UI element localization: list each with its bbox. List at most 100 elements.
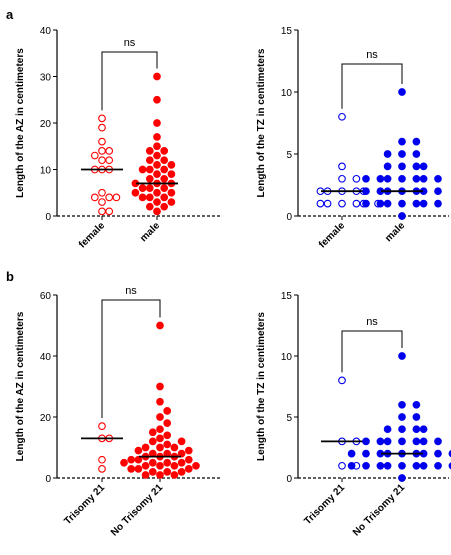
data-point	[412, 174, 421, 183]
data-point	[398, 162, 406, 171]
panel-b-right: 0 5 10 15 Length of the TZ in centimeters Tri…	[256, 291, 451, 538]
data-point	[177, 468, 186, 476]
significance-label: ns	[366, 49, 378, 61]
data-point	[145, 147, 154, 155]
data-point	[398, 199, 406, 208]
data-point	[160, 147, 169, 155]
data-point	[419, 461, 428, 470]
data-point	[170, 471, 179, 479]
x-tick-label: female	[77, 220, 107, 250]
x-tick-label: Trisomy 21	[62, 482, 107, 527]
data-point	[160, 165, 169, 174]
data-point	[177, 458, 186, 467]
y-tick-label: 5	[286, 413, 292, 424]
data-point	[156, 434, 164, 443]
data-point	[383, 150, 392, 158]
data-point	[98, 137, 106, 146]
data-point	[167, 170, 176, 178]
data-point	[153, 207, 161, 216]
data-point	[145, 156, 154, 165]
x-tick-label: male	[383, 220, 407, 244]
data-point	[383, 162, 392, 171]
y-tick-label: 0	[286, 212, 292, 223]
panel-b-left: b 0 20 40 60 Length of the AZ in centimeters T…	[6, 269, 222, 538]
data-point	[98, 147, 106, 155]
data-point	[163, 458, 172, 467]
data-point	[160, 202, 169, 211]
significance-label: ns	[124, 37, 136, 49]
data-point	[167, 188, 176, 197]
data-point	[376, 461, 385, 470]
y-tick-label: 10	[281, 88, 293, 99]
data-point	[323, 199, 332, 208]
significance-bracket	[341, 63, 403, 109]
data-point	[398, 88, 406, 96]
data-point	[148, 458, 157, 467]
y-tick-label: 0	[45, 212, 51, 223]
data-point	[412, 461, 421, 470]
data-point	[412, 137, 421, 146]
x-tick-label: female	[317, 220, 347, 250]
y-axis-label: Length of the TZ in centimeters	[256, 312, 267, 461]
data-point	[105, 207, 114, 216]
data-point	[398, 150, 406, 158]
data-point	[105, 193, 114, 202]
panel-label: b	[6, 269, 14, 284]
data-point	[98, 465, 106, 473]
data-point	[138, 184, 147, 192]
data-point	[347, 461, 356, 470]
data-point	[160, 156, 169, 165]
data-point	[398, 461, 406, 470]
data-point	[153, 188, 161, 197]
data-point	[156, 471, 164, 479]
data-point	[412, 413, 421, 421]
y-axis-label: Length of the TZ in centimeters	[256, 48, 267, 197]
data-point	[134, 446, 143, 455]
x-tick-label: male	[138, 220, 162, 244]
data-point	[153, 95, 161, 104]
y-tick-label: 0	[286, 474, 292, 485]
y-axis-label: Length of the AZ in centimeters	[15, 311, 26, 461]
data-point	[338, 199, 346, 208]
y-tick-label: 20	[40, 119, 52, 130]
data-point	[362, 174, 370, 183]
data-point	[412, 162, 421, 171]
y-tick-label: 10	[281, 352, 293, 363]
data-point	[90, 193, 99, 202]
data-point	[153, 133, 161, 141]
panel-a-left: a 0 10 20 30 40 Length of the AZ in centimeter…	[6, 7, 222, 251]
data-point	[398, 352, 406, 360]
data-point	[383, 461, 392, 470]
data-point	[398, 137, 406, 146]
data-point	[376, 199, 385, 208]
data-point	[160, 193, 169, 202]
data-point	[156, 443, 164, 452]
data-point	[131, 188, 140, 197]
data-point	[419, 199, 428, 208]
data-point	[148, 437, 157, 446]
data-point	[419, 162, 428, 171]
significance-bracket	[101, 299, 161, 419]
data-point	[338, 376, 346, 385]
data-point	[156, 382, 164, 391]
data-point	[398, 425, 406, 434]
x-tick-label: No Trisomy 21	[109, 482, 165, 538]
data-point	[170, 461, 179, 470]
data-point	[376, 174, 385, 183]
data-point	[398, 474, 406, 482]
data-point	[398, 174, 406, 183]
data-point	[434, 174, 442, 183]
data-point	[98, 207, 106, 216]
data-point	[352, 199, 361, 208]
x-tick-label: No Trisomy 21	[351, 482, 407, 538]
data-point	[153, 142, 161, 151]
data-point	[170, 443, 179, 452]
y-tick-label: 20	[40, 413, 52, 424]
data-point	[184, 455, 193, 464]
data-point	[184, 446, 193, 455]
data-point	[338, 162, 346, 171]
data-point	[156, 321, 164, 330]
data-point	[127, 455, 136, 464]
data-point	[160, 184, 169, 192]
